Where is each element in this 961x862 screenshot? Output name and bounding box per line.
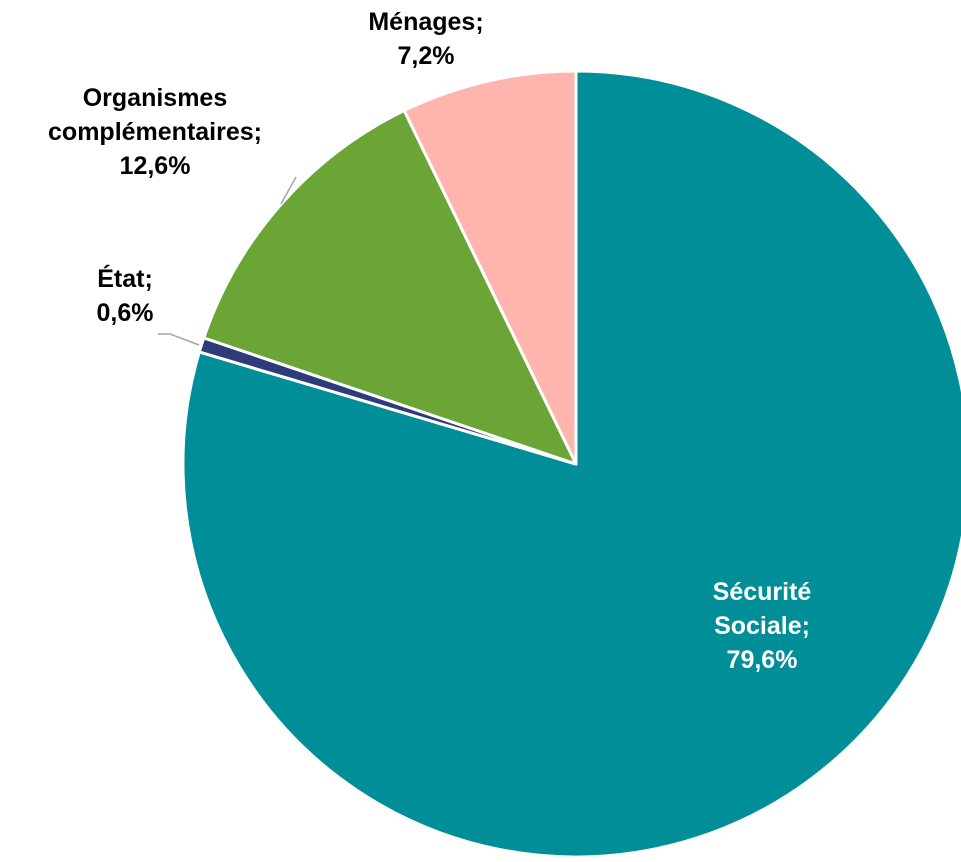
data-label-line: Ménages; [368,8,483,36]
data-label-line: 7,2% [398,42,455,70]
pie-slice-menages [402,69,578,466]
data-label-line: État; [97,264,153,293]
data-label-line: complémentaires; [48,118,262,146]
leader-lines-layer [158,176,297,346]
data-label-securite-sociale: Sécurité Sociale; 79,6% [713,578,812,674]
data-label-organismes-complementaires: Organismes complémentaires; 12,6% [48,84,262,180]
labels-layer: Sécurité Sociale; 79,6% État; 0,6% Organismes… [48,8,811,674]
data-label-line: 79,6% [727,646,798,674]
data-label-line: 0,6% [97,299,154,327]
data-label-etat: État; 0,6% [97,264,154,327]
slices-layer [181,69,961,859]
data-label-line: 12,6% [120,152,191,180]
leader-line-organismes-complementaires [280,176,297,205]
leader-line-etat [158,333,200,346]
data-label-line: Organismes [83,84,228,112]
data-label-line: Sécurité [713,578,812,606]
pie-slice-organismes-complementaires [202,109,578,466]
data-label-line: Sociale; [714,612,810,640]
data-label-menages: Ménages; 7,2% [368,8,483,70]
